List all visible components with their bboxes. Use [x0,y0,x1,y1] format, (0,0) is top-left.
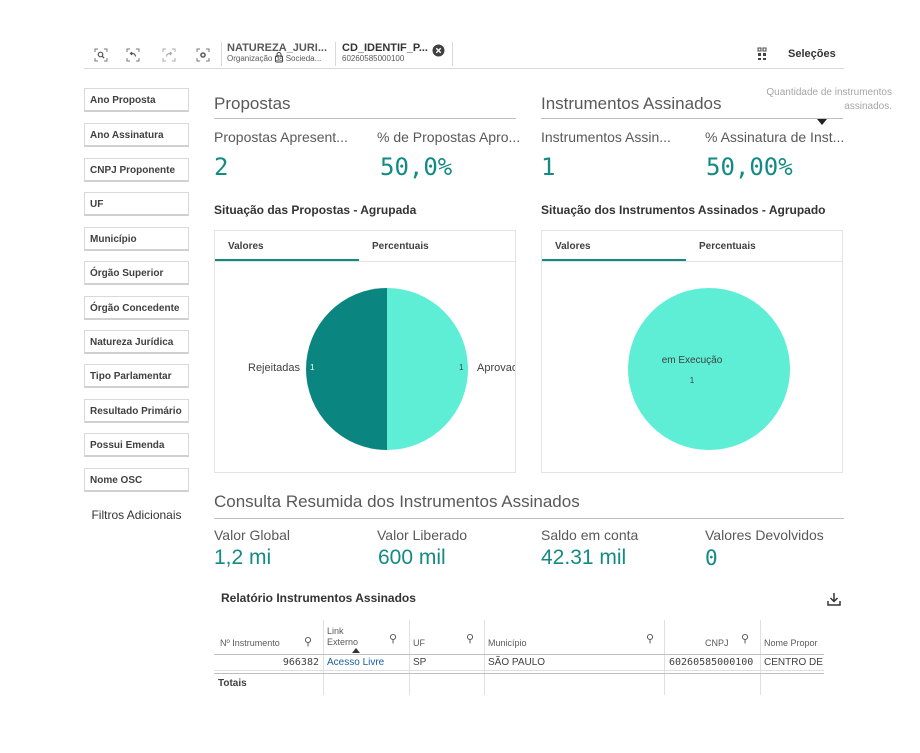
step-forward-icon[interactable] [160,46,178,64]
download-icon[interactable] [826,591,842,607]
valor-global-value: 1,2 mi [214,546,272,569]
cell-uf: SP [413,657,427,668]
propostas-chart-panel: Valores Percentuais Rejeitadas 1 1 Aprov… [214,230,516,473]
kpi-propostas-apresentadas-value: 2 [214,153,229,181]
tab-valores[interactable]: Valores [215,231,359,261]
propostas-title: Propostas [214,94,291,113]
cell-link-acesso-livre[interactable]: Acesso Livre [327,657,385,668]
filter-item[interactable]: Órgão Concedente [84,296,189,320]
kpi-percentual-aprovadas-label: % de Propostas Apro... [377,129,521,145]
filter-item[interactable]: Resultado Primário [84,399,189,423]
column-header-municipio[interactable]: Município [488,638,527,648]
filter-item[interactable]: Nome OSC [84,468,189,492]
clear-selections-icon[interactable] [194,46,212,64]
column-header-numero[interactable]: Nº Instrumento [220,638,280,648]
kpi-propostas-apresentadas-label: Propostas Apresent... [214,129,348,145]
cell-cnpj: 60260585000100 [669,657,754,668]
filter-item[interactable]: Natureza Jurídica [84,330,189,354]
cell-numero: 966382 [282,657,319,668]
valor-liberado-value: 600 mil [378,546,446,569]
valores-devolvidos-value: 0 [705,546,718,570]
filter-item[interactable]: Município [84,227,189,251]
filter-item[interactable]: Possui Emenda [84,433,189,457]
chip-title: CD_IDENTIF_P... [342,42,428,54]
filter-item[interactable]: CNPJ Proponente [84,158,189,182]
selections-grid-icon [757,47,771,61]
smart-search-icon[interactable] [92,46,110,64]
tab-percentuais[interactable]: Percentuais [372,241,429,252]
selection-chip-cd-identif[interactable]: CD_IDENTIF_P... 60260585000100 [342,42,428,63]
tab-percentuais[interactable]: Percentuais [699,241,756,252]
search-icon[interactable]: ⚲ [741,633,750,645]
saldo-conta-value: 42.31 mil [541,546,627,569]
chip-subtitle: 60260585000100 [342,54,405,63]
pie-value-aprovadas: 1 [459,363,464,372]
pie-slice-em-execução[interactable] [628,288,790,450]
search-icon[interactable]: ⚲ [646,633,655,645]
pie-label-em-execucao: em Execução [661,355,723,366]
relatorio-table: Nº Instrumento ⚲ Link Externo ⚲ UF ⚲ Mun… [214,620,824,695]
search-icon[interactable]: ⚲ [389,633,398,645]
instrumentos-title: Instrumentos Assinados [541,94,722,113]
chip-subtitle: Organização da Socieda... [227,54,322,63]
pie-value-rejeitadas: 1 [310,363,315,372]
additional-filters-button[interactable]: Filtros Adicionais [91,508,182,522]
pie-label-rejeitadas: Rejeitadas [248,362,300,374]
column-header-uf[interactable]: UF [413,638,425,648]
valores-devolvidos-label: Valores Devolvidos [705,527,824,543]
consulta-title: Consulta Resumida dos Instrumentos Assin… [214,492,580,511]
kpi-percentual-assinatura-value: 50,00% [706,153,793,181]
valor-liberado-label: Valor Liberado [377,527,468,543]
filter-item[interactable]: Órgão Superior [84,261,189,285]
close-icon[interactable] [432,44,445,57]
kpi-instrumentos-assinados-label: Instrumentos Assin... [541,129,671,145]
pie-value-em-execucao: 1 [689,376,695,385]
valor-global-label: Valor Global [214,527,291,543]
tooltip-text: Quantidade de instrumentos assinados. [766,87,892,112]
selection-chip-natureza[interactable]: NATUREZA_JURI... Organização da Socieda.… [227,42,327,63]
propostas-pie-chart[interactable] [215,262,515,472]
kpi-percentual-aprovadas-value: 50,0% [380,153,453,181]
tab-valores[interactable]: Valores [542,231,686,261]
step-back-icon[interactable] [124,46,142,64]
pie-label-aprovadas: Aprovad [477,362,515,374]
relatorio-title: Relatório Instrumentos Assinados [221,591,416,605]
search-icon[interactable]: ⚲ [304,636,313,648]
kpi-instrumentos-assinados-value: 1 [541,153,556,181]
instrumentos-chart-panel: Valores Percentuais em Execução 1 [541,230,843,473]
totals-label: Totais [218,678,247,689]
chip-title: NATUREZA_JURI... [227,42,328,54]
cell-municipio: SÃO PAULO [488,657,546,668]
column-header-nome[interactable]: Nome Propor [764,638,818,648]
pie-slice-rejeitadas[interactable] [306,288,387,450]
tooltip-caret-icon [817,119,827,125]
propostas-chart-title: Situação das Propostas - Agrupada [214,203,417,217]
pie-slice-aprovad[interactable] [387,288,468,450]
instrumentos-pie-chart[interactable] [542,262,842,472]
sort-asc-icon [352,648,360,653]
kpi-percentual-assinatura-label: % Assinatura de Inst... [705,129,845,145]
filter-item[interactable]: Ano Assinatura [84,123,189,147]
filter-item[interactable]: Tipo Parlamentar [84,364,189,388]
column-header-cnpj[interactable]: CNPJ [705,638,729,648]
instrumentos-chart-title: Situação dos Instrumentos Assinados - Ag… [541,203,826,217]
cell-nome: CENTRO DE E [764,657,824,668]
selections-button[interactable]: Seleções [788,48,836,60]
lock-icon[interactable] [273,50,285,63]
filter-item[interactable]: UF [84,192,189,216]
saldo-conta-label: Saldo em conta [541,527,639,543]
filter-item[interactable]: Ano Proposta [84,88,189,112]
column-header-link[interactable]: Link Externo [327,626,359,647]
search-icon[interactable]: ⚲ [466,633,475,645]
